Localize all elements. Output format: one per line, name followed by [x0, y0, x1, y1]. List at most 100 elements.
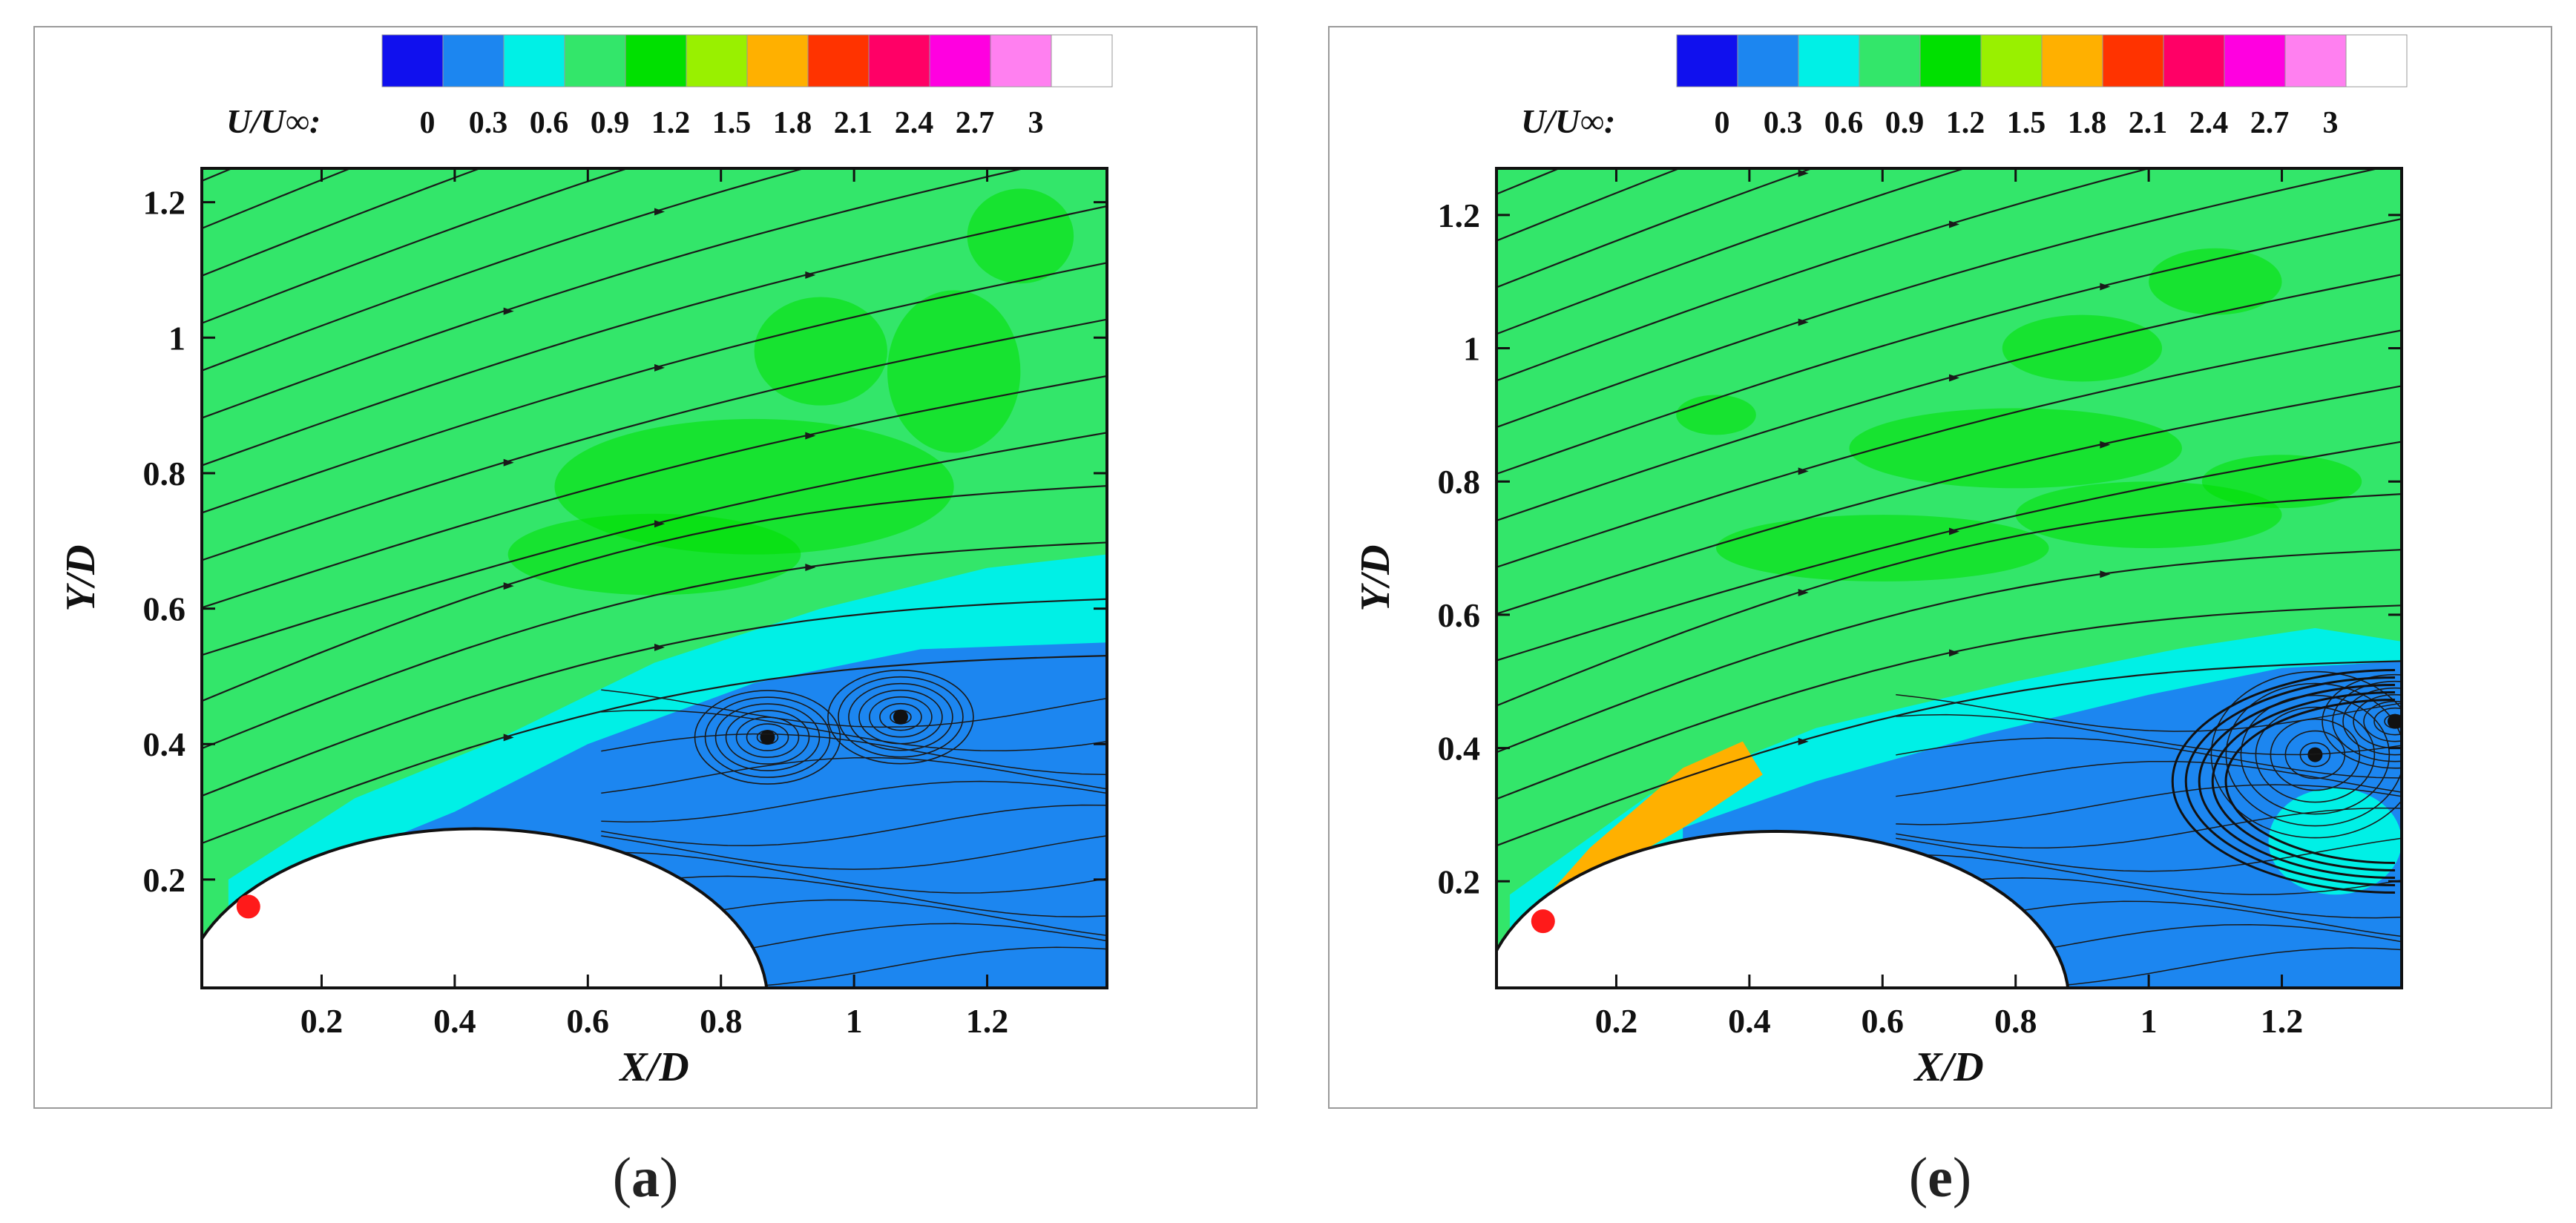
separated-streamline [1896, 854, 2402, 895]
vortex-center [2388, 713, 2402, 729]
streamline [1496, 168, 1815, 289]
colorbar-tick-label: 2.4 [895, 106, 934, 140]
colorbar-swatch [1919, 34, 1982, 88]
x-tick-label: 0.6 [567, 1002, 610, 1040]
vortex-center [893, 709, 908, 725]
streamline-arrow [1949, 649, 1959, 657]
plot-area [1496, 27, 2402, 988]
red-marker [236, 894, 260, 919]
x-tick-label: 0.8 [700, 1002, 743, 1040]
velocity-patch [1849, 408, 2182, 489]
colorbar-tick-label: 0.3 [469, 106, 508, 140]
colorbar-swatch [503, 34, 565, 88]
vortex-streamline [869, 696, 933, 738]
x-tick-label: 1 [2140, 1002, 2158, 1040]
colorbar-tick-label: 3 [2323, 106, 2339, 140]
streamline [1496, 660, 2402, 847]
colorbar-tick-label: 0.6 [530, 106, 569, 140]
vortex-streamline [827, 669, 974, 765]
x-tick-label: 0.8 [1994, 1002, 2037, 1040]
separated-streamline [1896, 837, 2402, 872]
recirculation-core-region [2268, 788, 2402, 895]
vortex-streamline [704, 696, 831, 778]
colorbar-swatch [2102, 34, 2164, 88]
colorbar-tick-label: 3 [1028, 106, 1044, 140]
separated-streamline [1896, 693, 2402, 732]
vortex-streamline [879, 702, 922, 731]
colorbar-swatch [807, 34, 870, 88]
streamline [1496, 492, 2402, 707]
streamline-arrow [503, 458, 514, 467]
contour-plot-a: U/U∞: 0 0.3 0.6 0.9 1.2 1.5 1.8 2.1 2.4 2.7 3 0.2 0.4… [58, 34, 1113, 1090]
streamline [202, 655, 1107, 845]
colorbar-swatch [1051, 34, 1113, 88]
streamline [202, 541, 1107, 750]
y-tick-label: 0.8 [1438, 463, 1481, 501]
colorbar-tick-label: 0 [420, 106, 436, 140]
colorbar-label: U/U∞: [226, 102, 321, 140]
streamline-arrow [1798, 27, 1809, 28]
streamline [202, 375, 1107, 609]
colorbar-tick-label: 2.1 [834, 106, 873, 140]
streamline-arrow [1798, 467, 1809, 475]
streamline [1496, 329, 2402, 568]
streamline-arrow [1798, 169, 1809, 177]
colorbar-swatch [1798, 34, 1860, 88]
colorbar-tick-label: 1.5 [712, 106, 752, 140]
separated-streamline [601, 709, 1107, 752]
velocity-patch [2002, 314, 2163, 382]
separated-streamline [601, 780, 1107, 823]
streamline [202, 168, 483, 277]
x-tick-label: 0.4 [433, 1002, 476, 1040]
velocity-patch [754, 297, 887, 406]
y-tick-label: 0.2 [143, 861, 186, 899]
obstacle-body [1496, 829, 2070, 988]
velocity-patch [507, 513, 801, 596]
streamline [202, 205, 1107, 467]
streamline-arrow [654, 643, 665, 651]
colorbar-tick-label: 0.9 [1885, 106, 1925, 140]
y-tick-label: 0.4 [143, 725, 186, 763]
separated-streamline [601, 875, 1107, 917]
separated-streamline [601, 835, 1107, 870]
colorbar-swatch [686, 34, 748, 88]
x-tick-label: 0.4 [1728, 1002, 1771, 1040]
caption-a: (a) [612, 1147, 679, 1209]
streamline-arrow [2100, 283, 2111, 291]
streamline-arrow [504, 156, 514, 163]
streamline-arrow [654, 208, 665, 216]
streamline-arrow [805, 432, 816, 440]
vortex-streamline [2255, 706, 2376, 803]
colorbar-swatch [868, 34, 930, 88]
streamline-arrow [503, 307, 514, 315]
colorbar-swatch [625, 34, 687, 88]
y-tick-label: 0.6 [143, 590, 186, 628]
vortex-streamline [746, 723, 789, 751]
colorbar-tick-label: 1.2 [1946, 106, 1985, 140]
x-tick-label: 1 [846, 1002, 863, 1040]
red-marker [1531, 909, 1555, 934]
streamline-arrow [805, 271, 816, 279]
colorbar-swatch [564, 34, 626, 88]
colorbar-swatch [1980, 34, 2043, 88]
colorbar-tick-label: 1.8 [2068, 106, 2107, 140]
obstacle-body [202, 827, 769, 988]
colorbar-tick-label: 2.7 [956, 106, 995, 140]
separated-streamline [1896, 760, 2402, 797]
colorbar-tick-label: 1.5 [2007, 106, 2046, 140]
vortex-streamline [2342, 687, 2402, 756]
streamline-arrow [1798, 318, 1809, 326]
colorbar-swatch [1737, 34, 1799, 88]
streamline-arrow [1949, 527, 1959, 535]
x-axis-label: X/D [618, 1044, 689, 1090]
colorbar-swatch [929, 34, 991, 88]
separated-streamline [1896, 713, 2402, 756]
y-tick-label: 0.6 [1438, 596, 1481, 634]
colorbar-swatch [2284, 34, 2347, 88]
separated-streamline [601, 804, 1107, 846]
vortex-streamline [2225, 682, 2402, 827]
velocity-patch [2149, 248, 2282, 315]
plot-area [202, 156, 1107, 988]
y-tick-label: 1.2 [143, 184, 186, 222]
panel-a: U/U∞: 0 0.3 0.6 0.9 1.2 1.5 1.8 2.1 2.4 2.7 3 0.2 0.4… [33, 26, 1258, 1109]
